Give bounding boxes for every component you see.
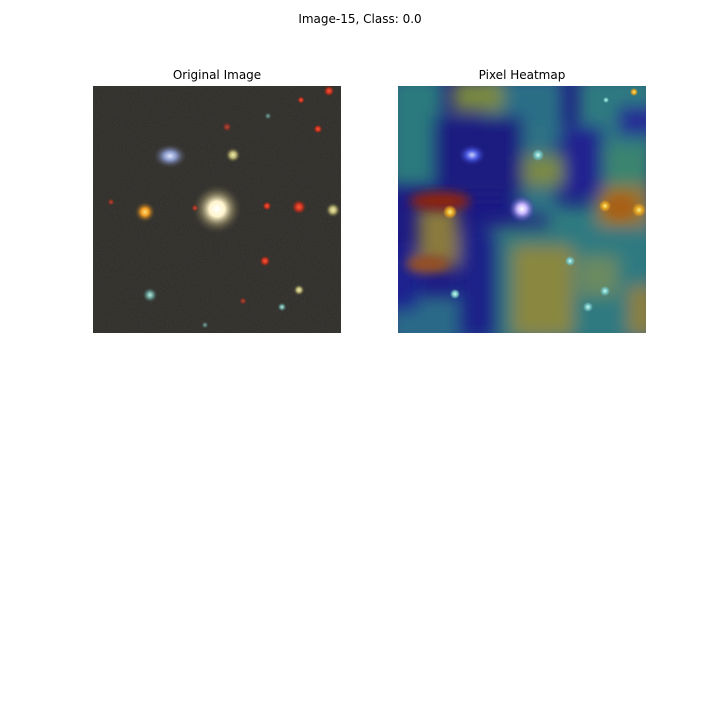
original-image-title: Original Image <box>172 68 262 82</box>
figure-title: Image-15, Class: 0.0 <box>298 12 422 26</box>
pixel-heatmap-title: Pixel Heatmap <box>478 68 566 82</box>
pixel-heatmap <box>398 86 646 333</box>
original-image <box>93 86 341 333</box>
